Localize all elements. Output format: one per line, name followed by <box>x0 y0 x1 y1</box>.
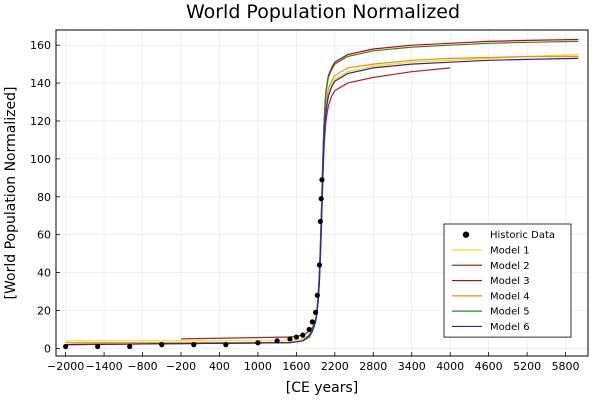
y-tick-label: 120 <box>30 115 51 128</box>
historic-data-point <box>300 332 306 338</box>
historic-data-point <box>317 218 323 225</box>
x-tick-label: 3400 <box>398 360 426 373</box>
legend: Historic Data Model 1 Model 2 Model 3 Model … <box>443 223 572 338</box>
chart-title: World Population Normalized <box>186 1 460 23</box>
x-tick-label: −200 <box>166 360 196 373</box>
x-tick-label: 2800 <box>359 360 387 373</box>
x-tick-label: 400 <box>209 360 230 373</box>
x-tick-label: 4000 <box>436 360 464 373</box>
legend-box <box>443 223 572 338</box>
historic-data-point <box>95 343 101 350</box>
x-tick-label: 4600 <box>475 360 503 373</box>
y-tick-label: 80 <box>37 191 51 204</box>
y-tick-label: 140 <box>30 77 51 90</box>
historic-data-point <box>287 336 293 342</box>
legend-label-historic: Historic Data <box>490 230 555 241</box>
legend-label-4: Model 4 <box>490 291 530 302</box>
historic-data-point <box>191 342 197 348</box>
x-tick-label: 1000 <box>244 360 272 373</box>
series-line-6 <box>65 57 579 346</box>
y-axis-label: [World Population Normalized] <box>3 87 19 300</box>
historic-data-point <box>314 292 320 298</box>
historic-data-point <box>159 342 165 348</box>
x-tick-label: −1400 <box>85 360 122 373</box>
series-line-2 <box>180 67 451 340</box>
y-tick-label: 100 <box>30 153 51 166</box>
x-tick-label: 5200 <box>513 360 541 373</box>
x-axis: −2000 −1400 −800 −200 400 1000 1600 2200 2800 340… <box>47 352 580 373</box>
historic-data-point <box>255 340 261 346</box>
y-tick-label: 60 <box>37 229 51 242</box>
scatter-layer <box>63 177 325 350</box>
y-tick-label: 40 <box>37 267 51 280</box>
historic-data-point <box>293 334 299 340</box>
x-tick-label: 1600 <box>282 360 310 373</box>
x-tick-label: −800 <box>127 360 157 373</box>
historic-data-point <box>274 338 280 344</box>
legend-label-6: Model 6 <box>490 322 530 333</box>
series-layer <box>65 38 579 346</box>
historic-data-point <box>312 309 319 316</box>
x-axis-label: [CE years] <box>286 380 359 396</box>
historic-data-point <box>223 342 229 348</box>
historic-data-point <box>319 177 325 183</box>
legend-marker-historic <box>462 231 470 238</box>
legend-label-2: Model 2 <box>490 261 530 272</box>
legend-label-3: Model 3 <box>490 276 530 287</box>
legend-label-1: Model 1 <box>490 245 530 256</box>
historic-data-point <box>63 343 69 350</box>
historic-data-point <box>309 319 315 325</box>
historic-data-point <box>316 262 323 268</box>
y-tick-label: 0 <box>44 342 51 355</box>
series-line-5 <box>65 40 579 346</box>
plot-frame <box>55 29 589 357</box>
historic-data-point <box>318 196 324 202</box>
historic-data-point <box>127 343 133 350</box>
y-tick-label: 20 <box>37 305 51 318</box>
y-tick-label: 160 <box>30 39 51 52</box>
x-tick-label: 2200 <box>321 360 349 373</box>
legend-label-5: Model 5 <box>490 307 530 318</box>
y-axis: 0 20 40 60 80 100 120 140 160 <box>30 39 60 355</box>
x-tick-label: −2000 <box>47 360 84 373</box>
x-tick-label: 5800 <box>552 360 580 373</box>
historic-data-point <box>306 326 312 333</box>
